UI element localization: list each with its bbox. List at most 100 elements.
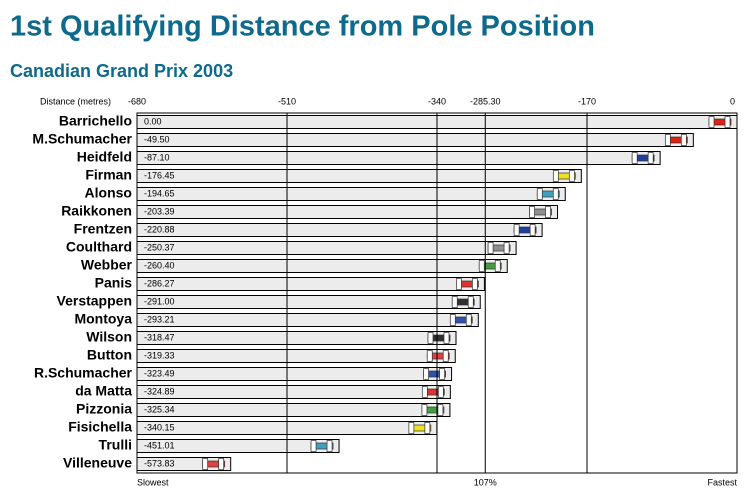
car-wheel <box>310 440 317 452</box>
category-label: Trulli <box>99 437 132 453</box>
category-label: Firman <box>85 167 132 183</box>
value-label: -203.39 <box>144 206 175 216</box>
car-wheel <box>424 422 431 434</box>
value-label: -260.40 <box>144 260 175 270</box>
car-wheel <box>724 116 731 128</box>
bar <box>136 403 451 417</box>
category-label: Villeneuve <box>63 455 132 471</box>
annotation: Slowest <box>137 477 169 487</box>
car-wheel <box>326 440 333 452</box>
category-label: Raikkonen <box>61 203 132 219</box>
bar <box>136 277 485 291</box>
car-wheel <box>664 134 671 146</box>
bar <box>136 349 456 363</box>
bar <box>136 313 479 327</box>
car-wheel <box>426 350 433 362</box>
bar <box>136 205 559 219</box>
chart-subtitle: Canadian Grand Prix 2003 <box>10 61 233 81</box>
bar <box>136 241 517 255</box>
bar <box>136 151 661 165</box>
car-wheel <box>442 350 449 362</box>
car-wheel <box>552 188 559 200</box>
value-label: -49.50 <box>144 134 170 144</box>
category-label: Panis <box>95 275 133 291</box>
bar <box>136 259 508 273</box>
car-wheel <box>427 332 434 344</box>
category-label: Button <box>87 347 132 363</box>
car-wheel <box>478 260 485 272</box>
car-wheel <box>568 170 575 182</box>
car-wheel <box>423 368 429 380</box>
car-wheel <box>437 386 444 398</box>
car-wheel <box>218 458 225 470</box>
x-tick-label: -285.30 <box>470 96 501 106</box>
category-label: Alonso <box>85 185 132 201</box>
bar <box>136 223 543 237</box>
car-wheel <box>437 404 444 416</box>
bar <box>136 169 582 183</box>
car-wheel <box>708 116 715 128</box>
value-label: -324.89 <box>144 386 175 396</box>
car-wheel <box>439 368 445 380</box>
value-label: -451.01 <box>144 440 175 450</box>
car-wheel <box>552 170 559 182</box>
car-wheel <box>421 386 428 398</box>
category-label: Coulthard <box>66 239 132 255</box>
category-label: Barrichello <box>59 113 132 129</box>
value-label: -291.00 <box>144 296 175 306</box>
value-label: -325.34 <box>144 404 175 414</box>
category-label: Verstappen <box>57 293 132 309</box>
chart-title: 1st Qualifying Distance from Pole Positi… <box>10 11 595 43</box>
car-wheel <box>472 278 478 290</box>
x-tick-label: -510 <box>278 96 296 106</box>
car-wheel <box>202 458 209 470</box>
bar <box>136 133 694 147</box>
category-label: Frentzen <box>74 221 132 237</box>
car-wheel <box>529 206 535 218</box>
value-label: -250.37 <box>144 242 175 252</box>
value-label: -340.15 <box>144 422 175 432</box>
category-label: Fisichella <box>68 419 132 435</box>
bar <box>136 295 481 309</box>
car-wheel <box>451 296 458 308</box>
value-label: -194.65 <box>144 188 175 198</box>
category-label: da Matta <box>75 383 132 399</box>
category-label: Wilson <box>86 329 132 345</box>
category-label: Webber <box>81 257 133 273</box>
value-label: -176.45 <box>144 170 175 180</box>
bar <box>136 385 451 399</box>
car-wheel <box>647 152 654 164</box>
car-wheel <box>631 152 638 164</box>
car-wheel <box>465 314 472 326</box>
bar <box>136 367 453 381</box>
category-label: Pizzonia <box>76 401 132 417</box>
category-label: R.Schumacher <box>34 365 133 381</box>
annotation: Fastest <box>707 477 737 487</box>
car-wheel <box>449 314 456 326</box>
car-wheel <box>536 188 543 200</box>
value-label: -286.27 <box>144 278 175 288</box>
value-label: -87.10 <box>144 152 170 162</box>
car-wheel <box>529 224 536 236</box>
x-tick-label: -680 <box>128 96 146 106</box>
car-wheel <box>443 332 450 344</box>
car-wheel <box>513 224 520 236</box>
annotation: 107% <box>474 477 497 487</box>
x-tick-label: -340 <box>428 96 446 106</box>
category-label: Heidfeld <box>77 149 132 165</box>
car-wheel <box>408 422 415 434</box>
bar <box>136 331 457 345</box>
bar <box>136 187 566 201</box>
value-label: -318.47 <box>144 332 175 342</box>
value-label: -323.49 <box>144 368 175 378</box>
category-label: Montoya <box>74 311 132 327</box>
value-label: -220.88 <box>144 224 175 234</box>
car-wheel <box>467 296 474 308</box>
car-wheel <box>503 242 510 254</box>
car-wheel <box>487 242 494 254</box>
value-label: -319.33 <box>144 350 175 360</box>
category-label: M.Schumacher <box>32 131 132 147</box>
car-wheel <box>494 260 501 272</box>
car-wheel <box>456 278 462 290</box>
